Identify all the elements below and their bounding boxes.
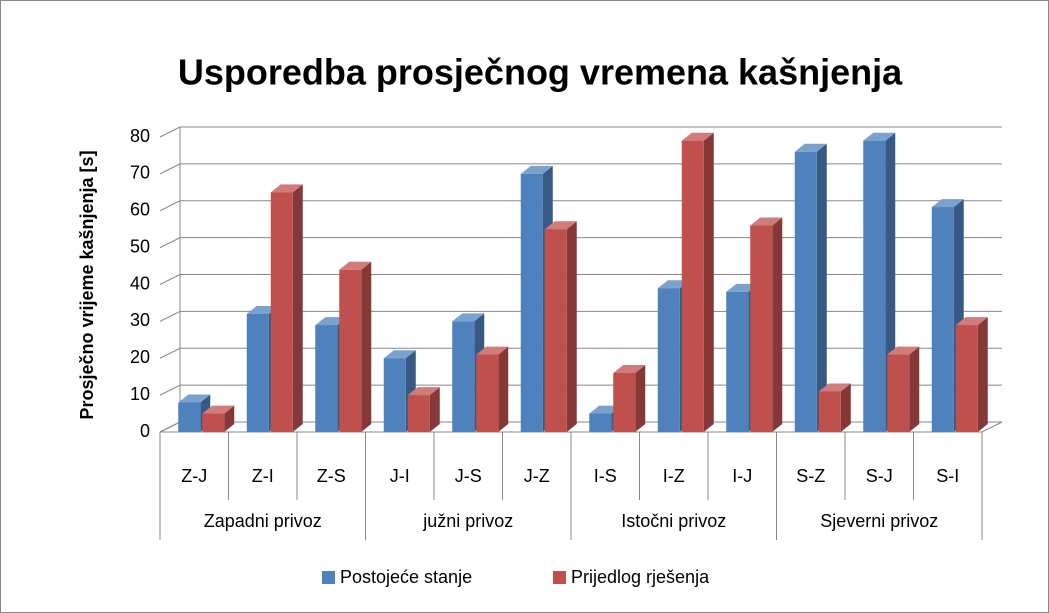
x-tick-label: Z-I <box>252 466 274 486</box>
x-tick-label: S-J <box>866 466 893 486</box>
bar-top <box>794 143 827 152</box>
bar <box>681 140 704 432</box>
y-tick-label: 70 <box>130 163 150 183</box>
group-label: Zapadni privoz <box>204 511 322 531</box>
y-axis-label: Prosječno vrijeme kašnjenja [s] <box>77 150 97 419</box>
bar <box>339 269 362 432</box>
bar-side <box>977 317 988 432</box>
y-tick-label: 50 <box>130 236 150 256</box>
bar <box>589 413 612 432</box>
x-tick-label: S-Z <box>796 466 825 486</box>
bar-side <box>224 405 235 432</box>
bar-top <box>544 221 577 230</box>
bar-top <box>818 383 851 392</box>
bar-top <box>476 346 509 355</box>
x-tick-label: I-S <box>594 466 617 486</box>
bar <box>178 402 201 432</box>
bar-side <box>498 346 509 432</box>
bar <box>818 391 841 432</box>
bar-top <box>520 165 553 174</box>
bar <box>544 229 567 432</box>
y-tick-label: 20 <box>130 347 150 367</box>
bar <box>863 140 886 432</box>
bar-side <box>429 387 440 432</box>
bar-top <box>202 405 235 414</box>
bar-side <box>361 261 372 432</box>
bar <box>613 373 636 432</box>
bar <box>520 173 543 432</box>
bar <box>750 225 773 432</box>
bar-top <box>955 317 988 326</box>
bar-top <box>681 132 714 141</box>
bar-top <box>383 350 416 359</box>
legend-swatch <box>322 571 335 584</box>
x-tick-label: J-S <box>455 466 482 486</box>
bar-top <box>750 217 783 226</box>
chart-title: Usporedba prosječnog vremena kašnjenja <box>178 52 903 93</box>
bar <box>383 358 406 432</box>
y-tick-label: 0 <box>140 421 150 441</box>
bar <box>476 354 499 432</box>
x-tick-label: I-Z <box>663 466 685 486</box>
legend-label: Prijedlog rješenja <box>571 567 710 587</box>
bar-top <box>863 132 896 141</box>
bar-top <box>339 261 372 270</box>
x-tick-label: I-J <box>732 466 752 486</box>
bar <box>794 151 817 432</box>
y-tick-label: 60 <box>130 200 150 220</box>
legend-swatch <box>553 571 566 584</box>
bar-top <box>931 199 964 208</box>
x-tick-label: J-I <box>390 466 410 486</box>
x-tick-label: S-I <box>936 466 959 486</box>
bar <box>202 413 225 432</box>
bar <box>246 314 269 432</box>
bar <box>955 325 978 432</box>
y-tick-label: 40 <box>130 273 150 293</box>
bar-side <box>840 383 851 432</box>
bar-top <box>270 184 303 193</box>
bar-top <box>613 365 646 373</box>
bar-side <box>703 132 714 432</box>
y-tick-label: 30 <box>130 310 150 330</box>
x-tick-label: Z-S <box>317 466 346 486</box>
y-tick-label: 80 <box>130 126 150 146</box>
x-tick-label: J-Z <box>524 466 550 486</box>
bar <box>931 207 954 432</box>
bar-side <box>566 221 577 432</box>
group-label: Istočni privoz <box>621 511 726 531</box>
bar-side <box>909 346 920 432</box>
bar-top <box>887 346 920 355</box>
bar <box>887 354 910 432</box>
bar-top <box>407 387 440 396</box>
bar-top <box>452 313 485 322</box>
group-label: južni privoz <box>422 511 513 531</box>
bar <box>270 192 293 432</box>
group-label: Sjeverni privoz <box>820 511 938 531</box>
bar-top <box>178 394 211 403</box>
bar-side <box>635 365 646 432</box>
bar-side <box>772 217 783 432</box>
bar <box>657 288 680 432</box>
bar <box>726 291 749 432</box>
y-tick-label: 10 <box>130 384 150 404</box>
x-tick-label: Z-J <box>181 466 207 486</box>
bar <box>407 395 430 432</box>
bar <box>315 325 338 432</box>
bar-side <box>816 143 827 432</box>
legend-label: Postojeće stanje <box>340 567 472 587</box>
bar-side <box>292 184 303 432</box>
bar <box>452 321 475 432</box>
